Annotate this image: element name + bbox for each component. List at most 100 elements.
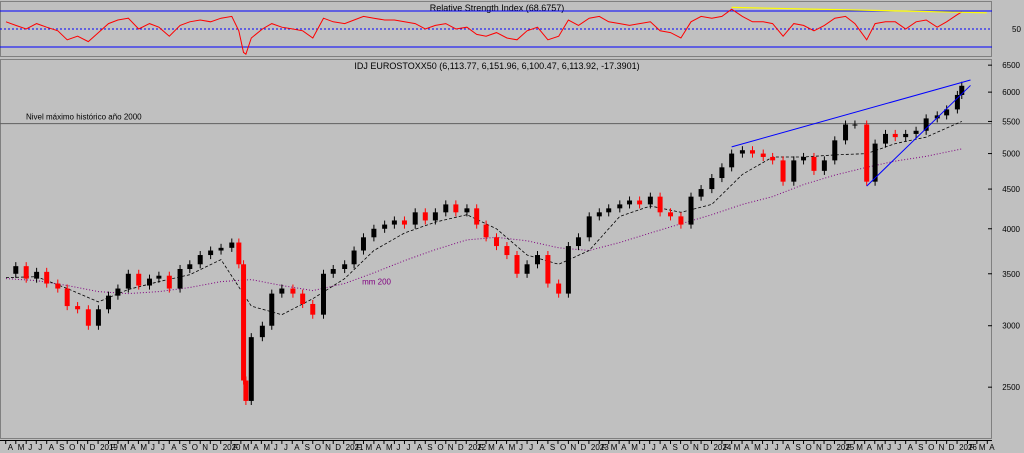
x-tick-label: D [703, 443, 709, 452]
x-tick-label: A [989, 443, 995, 452]
x-tick-label: M [140, 443, 147, 452]
rsi-tick-label: 50 [1012, 25, 1021, 34]
x-tick-label: F [356, 443, 361, 452]
x-tick-label: M [365, 443, 372, 452]
candle-body [259, 325, 265, 338]
candle-body [883, 133, 889, 144]
x-tick-label: A [867, 443, 873, 452]
candle-body [106, 295, 112, 310]
price-tick-label: 2500 [1002, 383, 1020, 392]
rsi-trendline [731, 6, 987, 14]
candle-body [269, 293, 275, 326]
x-tick-label: O [69, 443, 75, 452]
candle-body [412, 212, 418, 225]
candle-body [698, 189, 704, 197]
candle-body [923, 118, 929, 131]
candle-body [382, 224, 388, 229]
candle-body [391, 220, 397, 225]
candle-body [913, 130, 919, 134]
x-tick-label: J [529, 443, 533, 452]
mm200-line [5, 148, 962, 295]
x-tick-label: 2026 [959, 443, 977, 452]
x-tick-label: S [305, 443, 310, 452]
candle-body [749, 150, 755, 154]
x-tick-label: F [479, 443, 484, 452]
candle-body [422, 212, 428, 221]
x-tick-label: M [243, 443, 250, 452]
candle-body [668, 212, 674, 217]
candle-body [55, 283, 61, 289]
x-tick-label: O [315, 443, 321, 452]
candle-body [483, 224, 489, 238]
x-tick-label: O [683, 443, 689, 452]
x-tick-label: S [795, 443, 800, 452]
price-panel-frame [0, 59, 992, 439]
rsi-line [5, 8, 963, 56]
price-title: IDJ EUROSTOXX50 (6,113.77, 6,151.96, 6,1… [354, 61, 639, 71]
x-tick-label: 2024 [713, 443, 731, 452]
x-tick-label: N [816, 443, 822, 452]
candle-body [351, 250, 357, 265]
x-tick-label: A [499, 443, 505, 452]
x-tick-label: J [652, 443, 656, 452]
candle-body [524, 264, 530, 274]
lower-trendline [866, 85, 971, 187]
candle-body [780, 160, 786, 182]
x-tick-label: D [212, 443, 218, 452]
rsi-y-axis: 50 [1012, 25, 1021, 34]
x-tick-label: S [182, 443, 187, 452]
candle-body [115, 288, 121, 296]
candle-body [218, 247, 224, 251]
rsi-level-lines [0, 10, 992, 48]
candle-body [647, 196, 653, 205]
x-tick-label: A [294, 443, 300, 452]
candle-body [23, 266, 29, 279]
x-tick-label: A [908, 443, 914, 452]
x-tick-label: O [560, 443, 566, 452]
candle-body [236, 242, 242, 265]
x-tick-label: M [611, 443, 618, 452]
candle-body [321, 273, 327, 315]
candle-body [627, 200, 633, 205]
x-tick-label: J [642, 443, 646, 452]
x-tick-label: D [458, 443, 464, 452]
x-tick-label: A [539, 443, 545, 452]
candle-body [545, 255, 551, 284]
x-tick-label: 2023 [591, 443, 609, 452]
price-tick-label: 4500 [1002, 185, 1020, 194]
candle-body [300, 293, 306, 304]
x-tick-label: M [18, 443, 25, 452]
x-tick-label: A [253, 443, 259, 452]
candle-body [678, 216, 684, 225]
candle-body [770, 156, 776, 161]
price-tick-label: 3500 [1002, 270, 1020, 279]
x-tick-label: J [406, 443, 410, 452]
candle-body [75, 306, 81, 310]
x-tick-label: N [939, 443, 945, 452]
candle-body [719, 167, 725, 179]
upper-trendline [731, 79, 971, 148]
x-tick-label: N [80, 443, 86, 452]
candle-body [504, 246, 510, 256]
x-tick-label: A [8, 443, 14, 452]
x-tick-label: 2025 [836, 443, 854, 452]
candle-body [44, 271, 50, 284]
candle-body [177, 268, 183, 289]
x-tick-label: J [887, 443, 891, 452]
mm200-label: mm 200 [362, 278, 391, 287]
price-panel: IDJ EUROSTOXX50 (6,113.77, 6,151.96, 6,1… [0, 59, 1021, 439]
candle-body [187, 264, 193, 269]
candle-body [514, 255, 520, 274]
candle-body [565, 246, 571, 294]
x-tick-label: M [856, 443, 863, 452]
x-tick-label: M [263, 443, 270, 452]
candle-body [556, 283, 562, 294]
x-tick-label: M [386, 443, 393, 452]
candle-body [64, 288, 70, 307]
candle-body [146, 278, 152, 286]
x-tick-label: M [488, 443, 495, 452]
candle-body [872, 143, 878, 182]
candle-body [401, 220, 407, 225]
x-tick-label: J [284, 443, 288, 452]
